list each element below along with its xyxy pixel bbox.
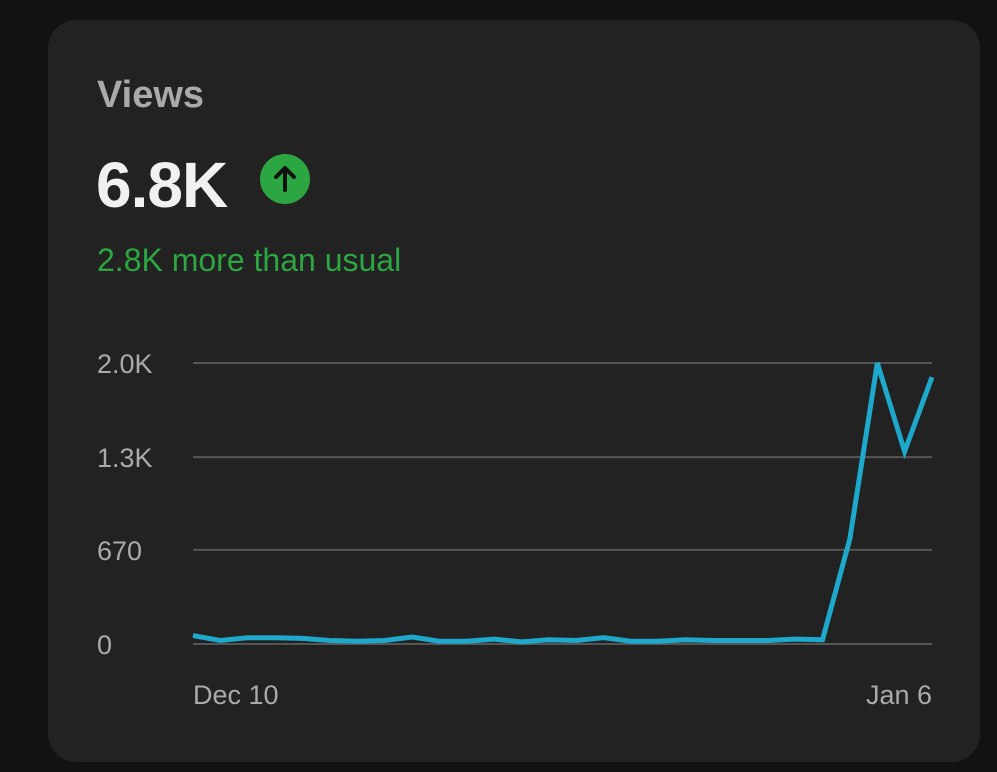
y-tick-label: 2.0K — [97, 349, 153, 379]
series-line-layer — [192, 362, 935, 645]
y-tick-label: 0 — [97, 630, 112, 660]
x-tick-label: Dec 10 — [193, 680, 279, 710]
delta-text: 2.8K more than usual — [97, 242, 402, 278]
y-axis-labels: 0 670 1.3K 2.0K — [97, 349, 153, 660]
grid-lines — [193, 362, 932, 645]
series-line — [192, 362, 935, 645]
x-axis-labels: Dec 10 Jan 6 — [193, 680, 932, 710]
y-tick-label: 670 — [97, 536, 142, 566]
x-tick-label: Jan 6 — [866, 680, 932, 710]
arrow-up-icon — [260, 154, 310, 204]
views-value: 6.8K — [96, 149, 228, 221]
y-tick-label: 1.3K — [97, 443, 153, 473]
card-title: Views — [97, 74, 205, 116]
